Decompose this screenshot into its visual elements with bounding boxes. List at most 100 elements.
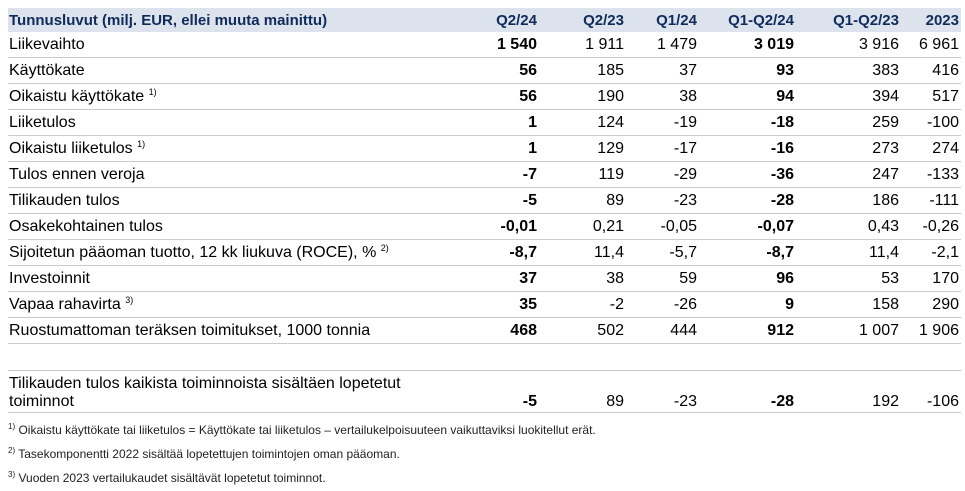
cell-q2-24: 56 <box>459 83 539 110</box>
cell-q1-24: 1 479 <box>626 32 699 58</box>
table-body: Liikevaihto 1 540 1 911 1 479 3 019 3 916 6 96… <box>8 32 961 413</box>
footnote-ref: 3) <box>125 294 134 305</box>
row-label: Liikevaihto <box>9 35 85 53</box>
cell-q2-23: 89 <box>539 370 626 413</box>
table-row: Tulos ennen veroja -7 119 -29 -36 247 -133 <box>8 161 961 188</box>
cell-q1-24: 38 <box>626 83 699 110</box>
cell-q1-q2-24: 96 <box>699 265 796 292</box>
row-label: Sijoitetun pääoman tuotto, 12 kk liukuva… <box>9 243 377 261</box>
footnote-ref: 2) <box>380 242 389 253</box>
cell-q2-23: 1 911 <box>539 32 626 58</box>
cell-2023: 170 <box>901 265 961 292</box>
cell-q2-23: 0,21 <box>539 213 626 240</box>
cell-q1-q2-23: 247 <box>796 161 901 188</box>
cell-q2-23: 129 <box>539 135 626 162</box>
cell-q1-24: 59 <box>626 265 699 292</box>
cell-q1-24: -17 <box>626 135 699 162</box>
row-label-cell: Liiketulos <box>8 109 459 136</box>
cell-q1-q2-23: 158 <box>796 291 901 318</box>
cell-q2-24: -0,01 <box>459 213 539 240</box>
table-row: Liiketulos 1 124 -19 -18 259 -100 <box>8 109 961 136</box>
cell-q1-q2-23: 0,43 <box>796 213 901 240</box>
cell-q2-23: 11,4 <box>539 239 626 266</box>
cell-q2-24: 1 540 <box>459 32 539 58</box>
header-q1-24: Q1/24 <box>626 8 699 32</box>
row-label-cell: Ruostumattoman teräksen toimitukset, 100… <box>8 317 459 344</box>
cell-q1-24: -19 <box>626 109 699 136</box>
cell-2023: 274 <box>901 135 961 162</box>
table-row: Vapaa rahavirta 3) 35 -2 -26 9 158 290 <box>8 291 961 318</box>
cell-q1-q2-23: 186 <box>796 187 901 214</box>
key-figures-table-wrapper: Tunnusluvut (milj. EUR, ellei muuta main… <box>8 8 961 491</box>
cell-2023: -2,1 <box>901 239 961 266</box>
spacer-cell <box>699 343 796 371</box>
row-label-cell: Vapaa rahavirta 3) <box>8 291 459 318</box>
cell-q1-q2-24: 9 <box>699 291 796 318</box>
spacer-cell <box>796 343 901 371</box>
row-label: Oikaistu käyttökate <box>9 87 145 105</box>
header-label: Tunnusluvut (milj. EUR, ellei muuta main… <box>8 8 459 32</box>
cell-2023: -100 <box>901 109 961 136</box>
footnote-2: 2) Tasekomponentti 2022 sisältää lopetet… <box>8 443 961 467</box>
cell-q2-23: -2 <box>539 291 626 318</box>
table-spacer-row <box>8 343 961 371</box>
cell-q1-q2-24: 3 019 <box>699 32 796 58</box>
cell-2023: 517 <box>901 83 961 110</box>
cell-q1-24: 444 <box>626 317 699 344</box>
row-label: Investoinnit <box>9 269 90 287</box>
cell-q2-23: 124 <box>539 109 626 136</box>
row-label-cell: Investoinnit <box>8 265 459 292</box>
cell-q2-24: 1 <box>459 135 539 162</box>
cell-q2-24: 35 <box>459 291 539 318</box>
table-row: Tilikauden tulos -5 89 -23 -28 186 -111 <box>8 187 961 214</box>
cell-q2-23: 89 <box>539 187 626 214</box>
table-row: Liikevaihto 1 540 1 911 1 479 3 019 3 916 6 96… <box>8 32 961 58</box>
row-label: Vapaa rahavirta <box>9 295 121 313</box>
table-row: Sijoitetun pääoman tuotto, 12 kk liukuva… <box>8 239 961 266</box>
cell-q1-24: -0,05 <box>626 213 699 240</box>
row-label: Oikaistu liiketulos <box>9 139 133 157</box>
row-label-cell: Liikevaihto <box>8 32 459 58</box>
cell-2023: -0,26 <box>901 213 961 240</box>
cell-q1-q2-23: 259 <box>796 109 901 136</box>
cell-q1-24: -23 <box>626 370 699 413</box>
row-label: Tulos ennen veroja <box>9 165 145 183</box>
cell-q1-24: -23 <box>626 187 699 214</box>
table-row: Käyttökate 56 185 37 93 383 416 <box>8 57 961 84</box>
cell-q1-q2-24: 93 <box>699 57 796 84</box>
cell-q1-q2-23: 192 <box>796 370 901 413</box>
cell-q1-q2-23: 383 <box>796 57 901 84</box>
cell-q2-24: 1 <box>459 109 539 136</box>
row-label: Liiketulos <box>9 113 76 131</box>
footnote-mark: 2) <box>8 446 16 455</box>
cell-q2-24: 56 <box>459 57 539 84</box>
row-label: Tilikauden tulos kaikista toiminnoista s… <box>8 370 459 413</box>
header-2023: 2023 <box>901 8 961 32</box>
cell-2023: -133 <box>901 161 961 188</box>
footnote-text: Tasekomponentti 2022 sisältää lopetettuj… <box>15 447 400 461</box>
spacer-cell <box>626 343 699 371</box>
table-row: Osakekohtainen tulos -0,01 0,21 -0,05 -0,07 0… <box>8 213 961 240</box>
footnote-1: 1) Oikaistu käyttökate tai liiketulos = … <box>8 419 961 443</box>
footnote-3: 3) Vuoden 2023 vertailukaudet sisältävät… <box>8 467 961 491</box>
table-row: Oikaistu käyttökate 1) 56 190 38 94 394 517 <box>8 83 961 110</box>
row-label: Ruostumattoman teräksen toimitukset, 100… <box>9 321 371 339</box>
cell-q1-q2-24: -16 <box>699 135 796 162</box>
cell-q1-q2-23: 53 <box>796 265 901 292</box>
cell-2023: -111 <box>901 187 961 214</box>
cell-q2-24: -8,7 <box>459 239 539 266</box>
cell-q1-q2-24: -0,07 <box>699 213 796 240</box>
cell-q1-24: 37 <box>626 57 699 84</box>
cell-q1-q2-23: 11,4 <box>796 239 901 266</box>
spacer-cell <box>8 343 459 371</box>
header-q1-q2-23: Q1-Q2/23 <box>796 8 901 32</box>
cell-q2-24: -5 <box>459 187 539 214</box>
cell-q1-q2-24: 94 <box>699 83 796 110</box>
header-q2-24: Q2/24 <box>459 8 539 32</box>
footnotes: 1) Oikaistu käyttökate tai liiketulos = … <box>8 419 961 491</box>
cell-2023: 1 906 <box>901 317 961 344</box>
cell-q2-23: 185 <box>539 57 626 84</box>
table-header-row: Tunnusluvut (milj. EUR, ellei muuta main… <box>8 8 961 32</box>
table-row: Oikaistu liiketulos 1) 1 129 -17 -16 273 274 <box>8 135 961 162</box>
cell-q2-23: 119 <box>539 161 626 188</box>
